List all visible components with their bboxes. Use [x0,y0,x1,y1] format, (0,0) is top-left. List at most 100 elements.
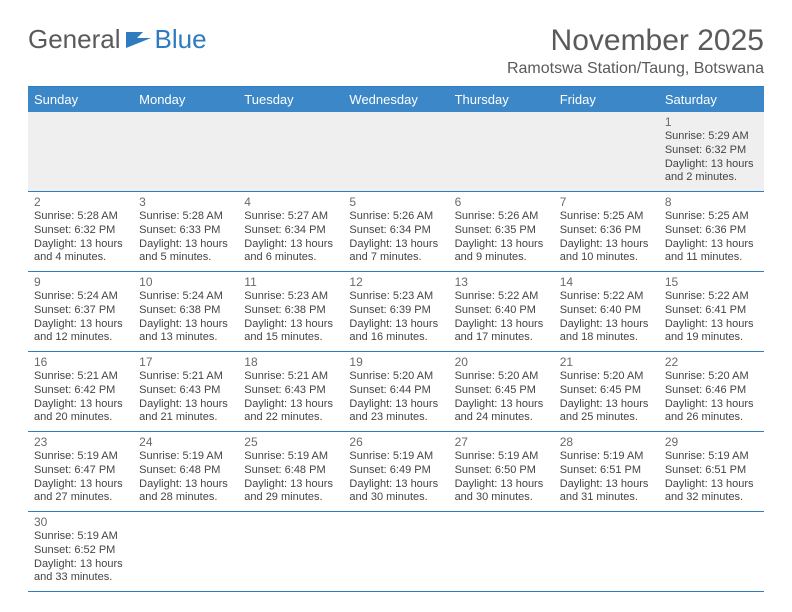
daylight-text: Daylight: 13 hours and 5 minutes. [139,238,232,266]
calendar-day-cell: 29Sunrise: 5:19 AMSunset: 6:51 PMDayligh… [659,432,764,512]
calendar-day-cell: 18Sunrise: 5:21 AMSunset: 6:43 PMDayligh… [238,352,343,432]
day-number: 4 [244,195,337,209]
day-number: 15 [665,275,758,289]
day-number: 12 [349,275,442,289]
sunset-text: Sunset: 6:38 PM [139,304,232,318]
day-number: 13 [455,275,548,289]
sunrise-text: Sunrise: 5:21 AM [34,370,127,384]
sunset-text: Sunset: 6:41 PM [665,304,758,318]
day-info: Sunrise: 5:25 AMSunset: 6:36 PMDaylight:… [665,210,758,265]
daylight-text: Daylight: 13 hours and 9 minutes. [455,238,548,266]
day-info: Sunrise: 5:22 AMSunset: 6:41 PMDaylight:… [665,290,758,345]
daylight-text: Daylight: 13 hours and 29 minutes. [244,478,337,506]
sunrise-text: Sunrise: 5:23 AM [244,290,337,304]
day-number: 7 [560,195,653,209]
weekday-header: Saturday [659,87,764,112]
sunset-text: Sunset: 6:50 PM [455,464,548,478]
calendar-day-cell: 7Sunrise: 5:25 AMSunset: 6:36 PMDaylight… [554,192,659,272]
sunrise-text: Sunrise: 5:19 AM [349,450,442,464]
day-info: Sunrise: 5:19 AMSunset: 6:52 PMDaylight:… [34,530,127,585]
day-info: Sunrise: 5:19 AMSunset: 6:50 PMDaylight:… [455,450,548,505]
sunrise-text: Sunrise: 5:20 AM [560,370,653,384]
calendar-empty-cell [133,112,238,192]
daylight-text: Daylight: 13 hours and 7 minutes. [349,238,442,266]
sunset-text: Sunset: 6:35 PM [455,224,548,238]
day-number: 23 [34,435,127,449]
day-info: Sunrise: 5:21 AMSunset: 6:42 PMDaylight:… [34,370,127,425]
day-number: 24 [139,435,232,449]
day-number: 17 [139,355,232,369]
calendar-day-cell: 19Sunrise: 5:20 AMSunset: 6:44 PMDayligh… [343,352,448,432]
day-info: Sunrise: 5:20 AMSunset: 6:45 PMDaylight:… [560,370,653,425]
calendar-week-row: 2Sunrise: 5:28 AMSunset: 6:32 PMDaylight… [28,192,764,272]
calendar-empty-cell [449,512,554,592]
day-info: Sunrise: 5:22 AMSunset: 6:40 PMDaylight:… [455,290,548,345]
day-number: 16 [34,355,127,369]
daylight-text: Daylight: 13 hours and 17 minutes. [455,318,548,346]
day-number: 22 [665,355,758,369]
day-number: 10 [139,275,232,289]
daylight-text: Daylight: 13 hours and 11 minutes. [665,238,758,266]
title-block: November 2025 Ramotswa Station/Taung, Bo… [507,24,764,78]
day-number: 29 [665,435,758,449]
calendar-empty-cell [28,112,133,192]
sunrise-text: Sunrise: 5:28 AM [139,210,232,224]
calendar-day-cell: 25Sunrise: 5:19 AMSunset: 6:48 PMDayligh… [238,432,343,512]
daylight-text: Daylight: 13 hours and 33 minutes. [34,558,127,586]
day-number: 18 [244,355,337,369]
day-number: 19 [349,355,442,369]
calendar-empty-cell [659,512,764,592]
sunrise-text: Sunrise: 5:25 AM [665,210,758,224]
sunrise-text: Sunrise: 5:22 AM [560,290,653,304]
month-title: November 2025 [507,24,764,58]
brand-part2: Blue [155,24,207,55]
calendar-day-cell: 13Sunrise: 5:22 AMSunset: 6:40 PMDayligh… [449,272,554,352]
calendar-day-cell: 17Sunrise: 5:21 AMSunset: 6:43 PMDayligh… [133,352,238,432]
sunset-text: Sunset: 6:52 PM [34,544,127,558]
calendar-day-cell: 26Sunrise: 5:19 AMSunset: 6:49 PMDayligh… [343,432,448,512]
day-number: 6 [455,195,548,209]
calendar-empty-cell [343,112,448,192]
daylight-text: Daylight: 13 hours and 26 minutes. [665,398,758,426]
sunrise-text: Sunrise: 5:19 AM [455,450,548,464]
daylight-text: Daylight: 13 hours and 12 minutes. [34,318,127,346]
sunset-text: Sunset: 6:43 PM [139,384,232,398]
calendar-day-cell: 15Sunrise: 5:22 AMSunset: 6:41 PMDayligh… [659,272,764,352]
calendar-week-row: 16Sunrise: 5:21 AMSunset: 6:42 PMDayligh… [28,352,764,432]
calendar-empty-cell [554,512,659,592]
day-number: 8 [665,195,758,209]
sunrise-text: Sunrise: 5:26 AM [349,210,442,224]
calendar-day-cell: 21Sunrise: 5:20 AMSunset: 6:45 PMDayligh… [554,352,659,432]
daylight-text: Daylight: 13 hours and 4 minutes. [34,238,127,266]
calendar-day-cell: 6Sunrise: 5:26 AMSunset: 6:35 PMDaylight… [449,192,554,272]
calendar-week-row: 23Sunrise: 5:19 AMSunset: 6:47 PMDayligh… [28,432,764,512]
day-info: Sunrise: 5:20 AMSunset: 6:44 PMDaylight:… [349,370,442,425]
daylight-text: Daylight: 13 hours and 19 minutes. [665,318,758,346]
daylight-text: Daylight: 13 hours and 30 minutes. [349,478,442,506]
calendar-day-cell: 22Sunrise: 5:20 AMSunset: 6:46 PMDayligh… [659,352,764,432]
sunrise-text: Sunrise: 5:20 AM [349,370,442,384]
sunset-text: Sunset: 6:39 PM [349,304,442,318]
sunrise-text: Sunrise: 5:22 AM [455,290,548,304]
sunset-text: Sunset: 6:40 PM [560,304,653,318]
calendar-empty-cell [343,512,448,592]
calendar-day-cell: 9Sunrise: 5:24 AMSunset: 6:37 PMDaylight… [28,272,133,352]
calendar-empty-cell [554,112,659,192]
sunrise-text: Sunrise: 5:28 AM [34,210,127,224]
day-info: Sunrise: 5:21 AMSunset: 6:43 PMDaylight:… [244,370,337,425]
sunset-text: Sunset: 6:51 PM [665,464,758,478]
sunset-text: Sunset: 6:46 PM [665,384,758,398]
sunset-text: Sunset: 6:45 PM [455,384,548,398]
flag-icon [125,30,153,50]
daylight-text: Daylight: 13 hours and 15 minutes. [244,318,337,346]
daylight-text: Daylight: 13 hours and 32 minutes. [665,478,758,506]
calendar-day-cell: 3Sunrise: 5:28 AMSunset: 6:33 PMDaylight… [133,192,238,272]
calendar-table: SundayMondayTuesdayWednesdayThursdayFrid… [28,87,764,592]
calendar-day-cell: 2Sunrise: 5:28 AMSunset: 6:32 PMDaylight… [28,192,133,272]
calendar-empty-cell [133,512,238,592]
sunrise-text: Sunrise: 5:27 AM [244,210,337,224]
day-info: Sunrise: 5:24 AMSunset: 6:37 PMDaylight:… [34,290,127,345]
weekday-header: Friday [554,87,659,112]
sunrise-text: Sunrise: 5:19 AM [34,450,127,464]
day-info: Sunrise: 5:23 AMSunset: 6:38 PMDaylight:… [244,290,337,345]
